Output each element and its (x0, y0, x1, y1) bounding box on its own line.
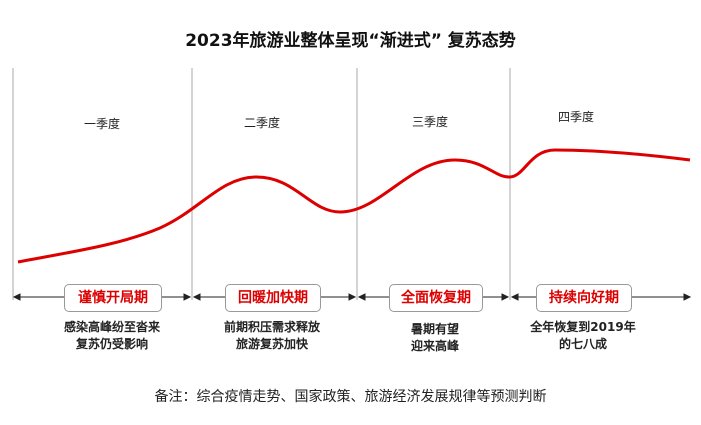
phase-box: 全面恢复期 (389, 284, 483, 312)
phase-description: 前期积压需求释放 旅游复苏加快 (223, 320, 320, 351)
phase-box: 持续向好期 (536, 284, 632, 312)
phase-description: 感染高峰纷至沓来 复苏仍受影响 (63, 320, 160, 351)
phase-box: 谨慎开局期 (64, 284, 162, 312)
footnote: 备注：综合疫情走势、国家政策、旅游经济发展规律等预测判断 (154, 389, 547, 405)
quarter-label: 一季度 (83, 117, 120, 131)
quarter-label: 四季度 (557, 110, 594, 124)
quarter-label: 二季度 (243, 116, 280, 130)
diagram-title: 2023年旅游业整体呈现“渐进式” 复苏态势 (185, 31, 516, 51)
phase-description: 暑期有望 迎来高峰 (410, 322, 459, 353)
phase-box: 回暖加快期 (225, 284, 321, 312)
trend-curve (17, 148, 691, 264)
quarter-label: 三季度 (411, 115, 448, 129)
phase-description: 全年恢复到2019年 的七八成 (530, 320, 636, 351)
